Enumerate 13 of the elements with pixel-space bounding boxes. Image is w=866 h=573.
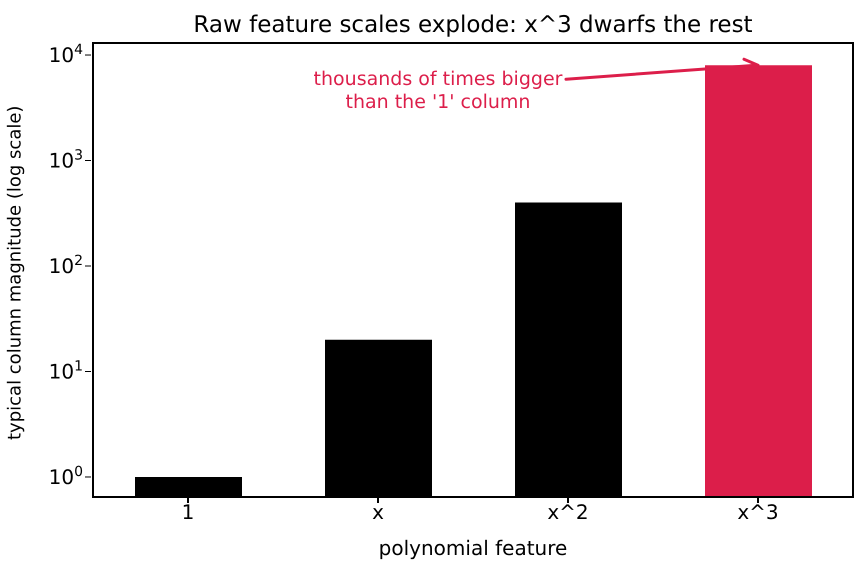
y-tick-label: 10$^{3}$: [48, 148, 83, 173]
y-tick-label: 10$^{2}$: [48, 253, 83, 278]
y-axis-title: typical column magnitude (log scale): [4, 106, 26, 440]
x-axis-title: polynomial feature: [378, 536, 568, 560]
y-tick-label: 10$^{0}$: [48, 464, 83, 489]
x-tick-label: x: [372, 500, 384, 524]
y-tick-label: 10$^{1}$: [48, 358, 83, 384]
chart-title: Raw feature scales explode: x^3 dwarfs the rest: [193, 12, 753, 38]
x-tick-label: x^2: [547, 500, 589, 524]
x-tick-label: x^3: [737, 500, 779, 524]
x-tick-label: 1: [182, 500, 194, 524]
annotation: thousands of times bigger than the '1' column: [314, 68, 563, 114]
y-tick-label: 10$^{4}$: [48, 42, 84, 68]
